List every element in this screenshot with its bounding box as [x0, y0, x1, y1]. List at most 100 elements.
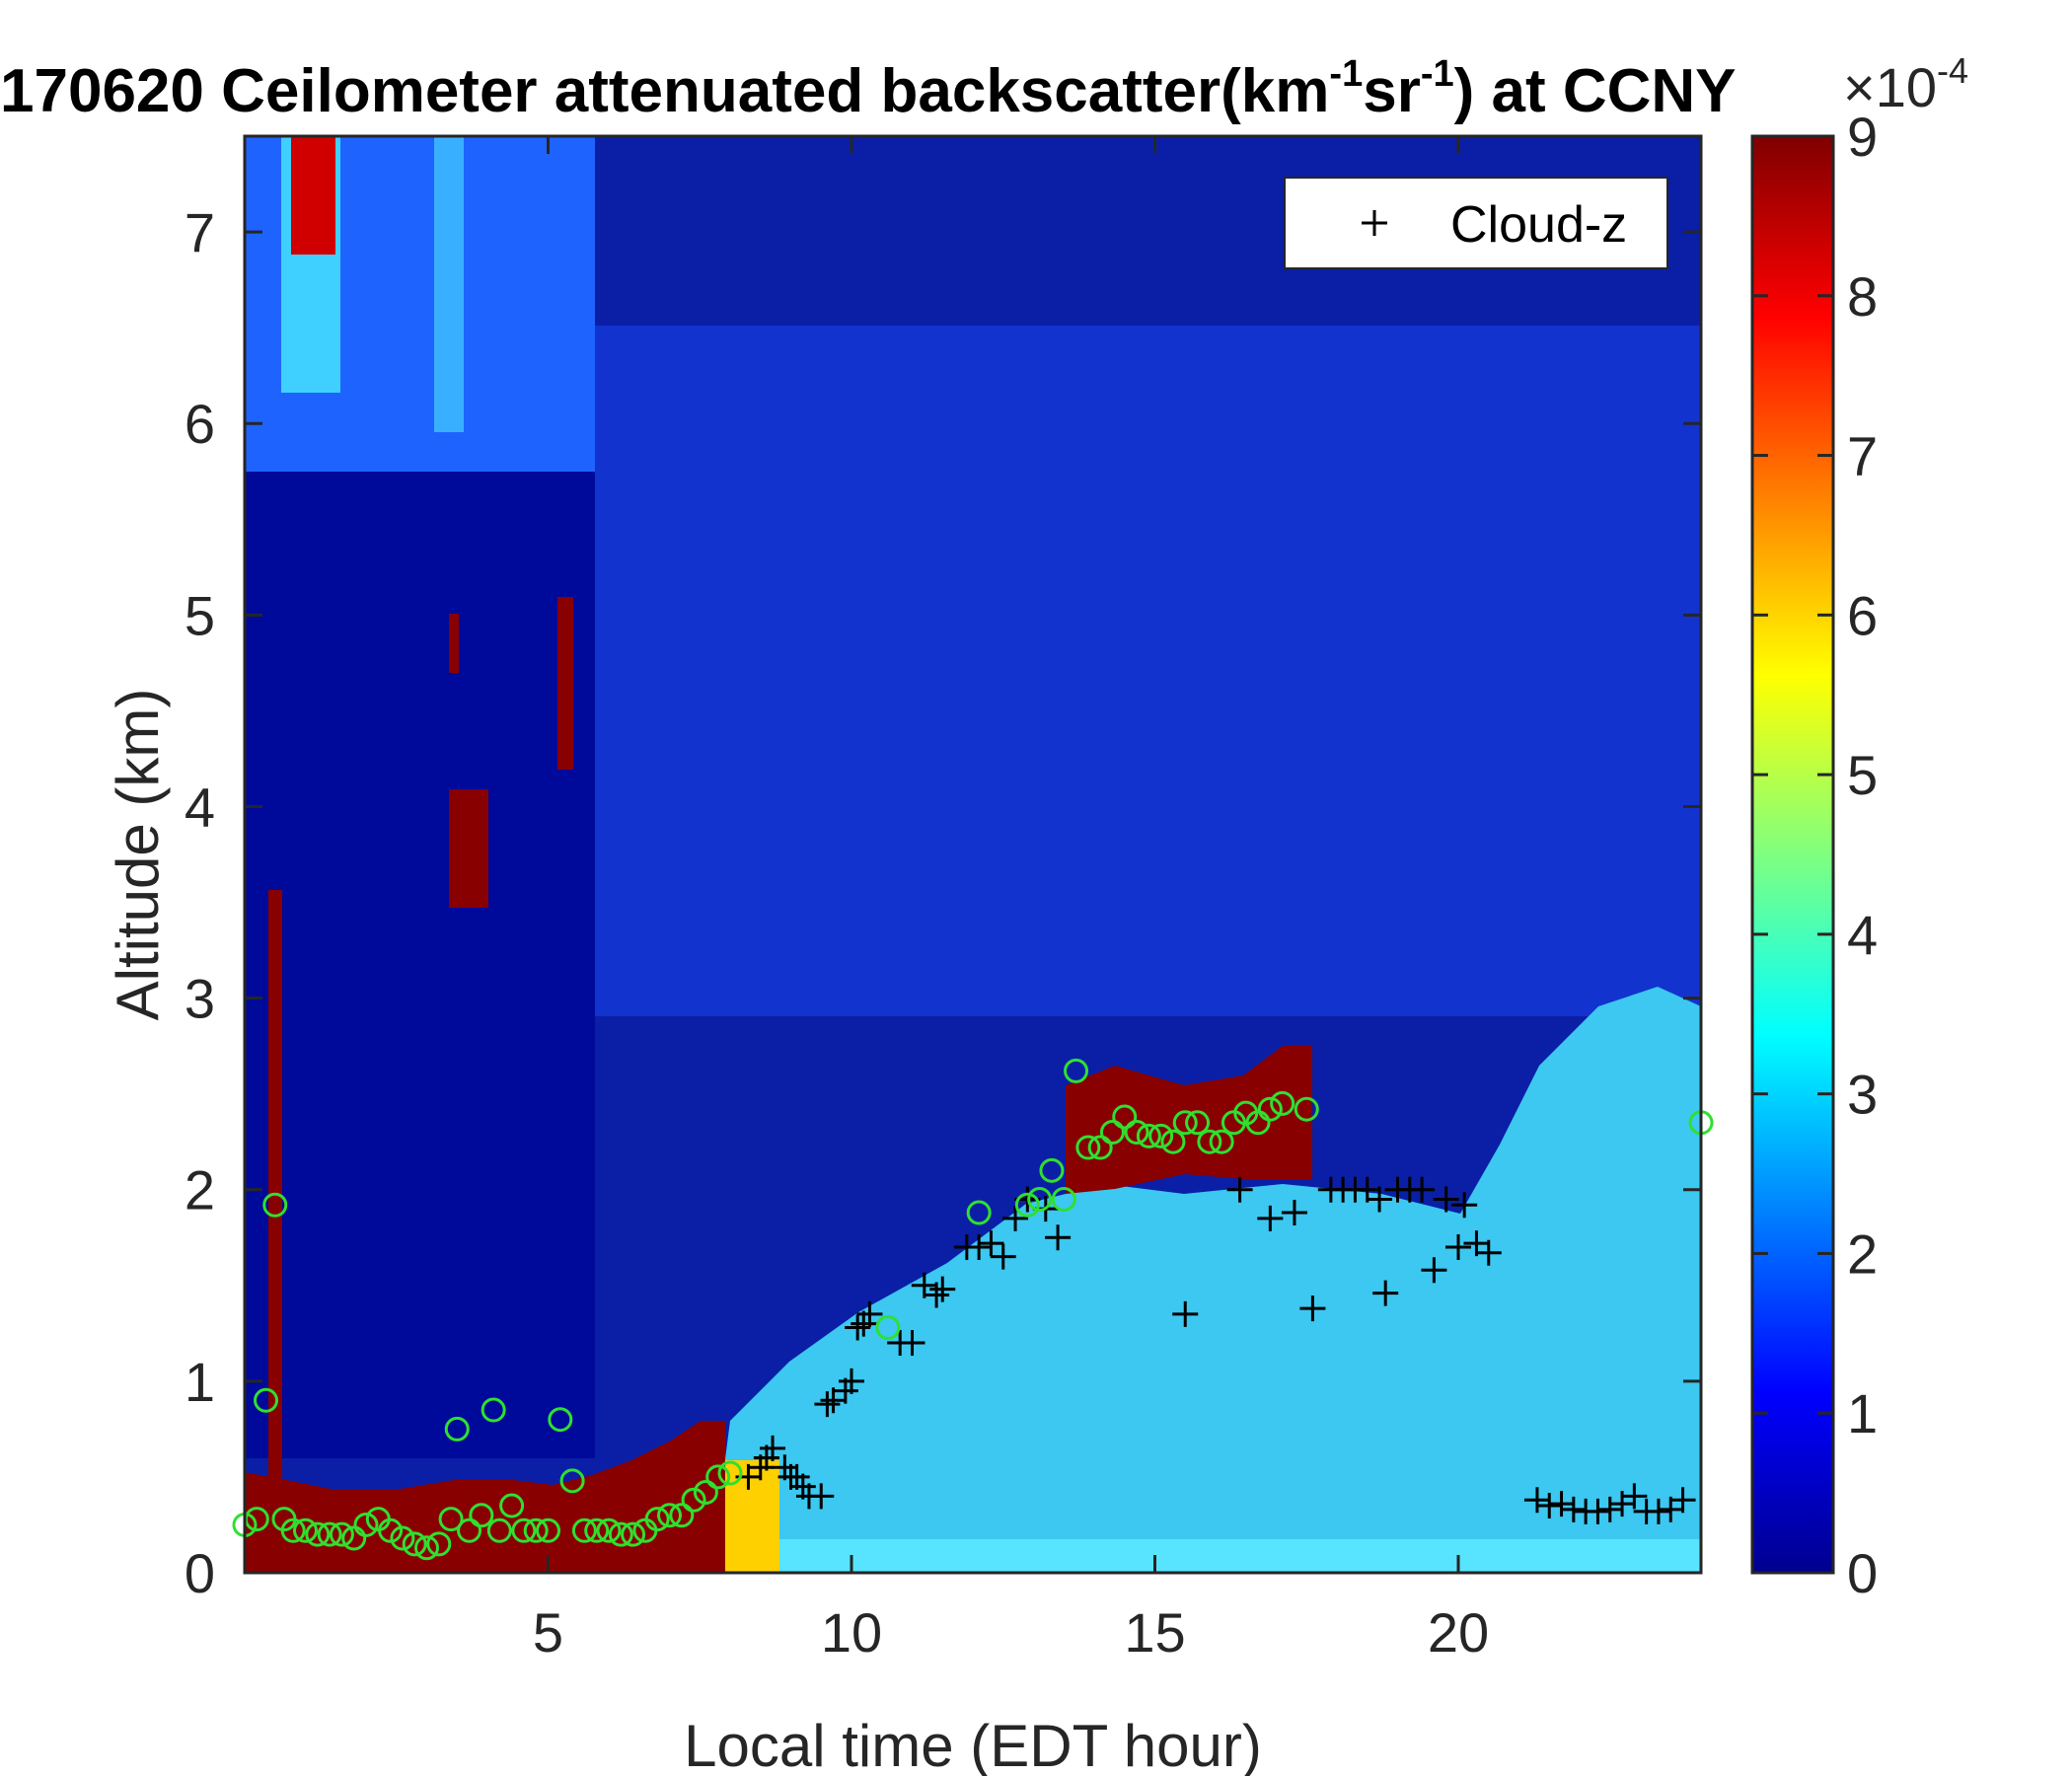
cloud-z-marker — [1226, 1176, 1253, 1203]
green-circle-marker — [584, 1517, 610, 1543]
cloud-z-marker — [760, 1435, 786, 1461]
cloud-z-marker — [1596, 1496, 1623, 1522]
green-circle-marker — [1270, 1090, 1295, 1116]
cloud-z-marker — [1523, 1487, 1550, 1514]
green-circle-marker — [1099, 1119, 1125, 1145]
green-circle-marker — [378, 1517, 404, 1543]
cloud-z-marker — [1421, 1257, 1447, 1284]
legend-label: Cloud-z — [1450, 196, 1627, 254]
green-circle-marker — [1209, 1129, 1234, 1154]
green-circle-marker — [438, 1507, 464, 1532]
green-circle-marker — [1087, 1135, 1113, 1160]
green-circle-marker — [705, 1464, 731, 1490]
green-circle-marker — [317, 1521, 342, 1547]
green-circle-marker — [1245, 1110, 1271, 1136]
green-circle-marker — [966, 1200, 992, 1225]
colorbar-tick-label-7: 7 — [1847, 425, 1878, 487]
green-circle-marker — [1051, 1186, 1076, 1212]
green-circle-marker — [469, 1503, 494, 1528]
green-circle-marker — [1027, 1186, 1053, 1212]
x-tick-label-3: 20 — [1428, 1601, 1489, 1664]
cloud-z-marker — [845, 1314, 871, 1341]
green-circle-marker — [341, 1525, 367, 1551]
green-circle-marker — [657, 1503, 682, 1528]
x-tick-label-2: 15 — [1124, 1601, 1185, 1664]
heatmap-region-mid-noise — [595, 326, 1701, 1016]
cloud-z-marker — [1585, 1498, 1611, 1524]
cloud-z-marker — [1621, 1483, 1648, 1510]
green-circle-marker — [1148, 1123, 1174, 1148]
y-tick-label-2: 2 — [185, 1159, 215, 1221]
green-circle-marker — [457, 1517, 482, 1543]
green-circle-marker — [559, 1468, 585, 1494]
green-circle-marker — [875, 1315, 901, 1341]
cloud-z-marker — [1451, 1192, 1478, 1219]
colorbar-tick-label-5: 5 — [1847, 744, 1878, 806]
green-circle-marker — [1014, 1192, 1040, 1218]
cloud-z-marker — [990, 1243, 1016, 1270]
green-circle-marker — [717, 1460, 743, 1486]
heatmap-region-cloud-streak-1 — [268, 890, 282, 1482]
cloud-z-marker — [1548, 1491, 1575, 1517]
green-circle-marker — [353, 1512, 379, 1537]
colorbar-tick-label-6: 6 — [1847, 584, 1878, 646]
y-tick-label-1: 1 — [185, 1351, 215, 1413]
green-circle-marker — [262, 1192, 288, 1218]
green-circle-marker — [1075, 1135, 1101, 1160]
cloud-z-marker — [814, 1391, 841, 1418]
cloud-z-marker — [978, 1230, 1004, 1257]
cloud-z-marker — [1372, 1280, 1399, 1306]
green-circle-marker — [1257, 1096, 1283, 1122]
heatmap-region-upper-left-streak — [434, 136, 464, 432]
cloud-z-marker — [1433, 1186, 1459, 1213]
cloud-z-marker — [966, 1233, 993, 1260]
colorbar-tick-label-4: 4 — [1847, 904, 1878, 966]
cloud-z-marker — [839, 1368, 864, 1394]
legend-plus-icon — [1362, 210, 1387, 236]
green-circle-marker — [1294, 1096, 1319, 1122]
green-circle-marker — [499, 1493, 525, 1518]
heatmap-region-cloud-streak-4 — [557, 597, 573, 770]
green-circle-marker — [402, 1531, 427, 1557]
y-axis-label: Altitude (km) — [105, 689, 171, 1021]
x-tick-label-1: 10 — [821, 1601, 882, 1664]
green-circle-marker — [1185, 1110, 1211, 1136]
green-circle-marker — [693, 1479, 718, 1505]
colorbar-tick-label-3: 3 — [1847, 1064, 1878, 1126]
green-circle-markers — [232, 1058, 1714, 1561]
green-circle-marker — [669, 1503, 695, 1528]
legend-box — [1284, 177, 1668, 269]
heatmap-region-left-dark — [245, 472, 595, 1458]
plot-area — [245, 136, 1701, 1573]
cloud-z-marker — [1045, 1224, 1072, 1251]
green-circle-marker — [486, 1517, 512, 1543]
green-circle-marker — [444, 1416, 470, 1442]
x-tick-label-0: 5 — [533, 1601, 563, 1664]
cloud-z-marker — [1281, 1200, 1307, 1226]
green-circle-marker — [644, 1507, 670, 1532]
heatmap-region-cloud-streak-3 — [449, 614, 459, 673]
colorbar-tick-label-8: 8 — [1847, 265, 1878, 328]
green-circle-marker — [571, 1517, 597, 1543]
colorbar-tick-label-9: 9 — [1847, 106, 1878, 168]
y-tick-label-6: 6 — [185, 393, 215, 455]
green-circle-marker — [293, 1517, 318, 1543]
green-circle-marker — [254, 1387, 279, 1413]
colorbar-tick-label-2: 2 — [1847, 1222, 1878, 1285]
green-circle-marker — [1064, 1058, 1089, 1083]
cloud-z-marker — [924, 1282, 950, 1308]
cloud-z-marker — [808, 1483, 835, 1510]
cloud-z-marker — [1257, 1205, 1284, 1231]
green-circle-marker — [536, 1517, 560, 1543]
cloud-z-markers — [735, 1176, 1696, 1524]
green-circle-marker — [608, 1521, 633, 1547]
green-circle-marker — [305, 1521, 331, 1547]
cloud-z-marker — [1560, 1496, 1587, 1522]
x-axis-ticks: 5 10 15 20 — [533, 136, 1489, 1664]
colorbar-ticks: 0 1 2 3 4 5 6 7 8 9 — [1752, 106, 1878, 1604]
cloud-z-marker — [856, 1300, 883, 1327]
green-circle-marker — [681, 1487, 706, 1513]
cloud-z-marker — [1002, 1205, 1029, 1231]
green-circle-marker — [280, 1517, 306, 1543]
